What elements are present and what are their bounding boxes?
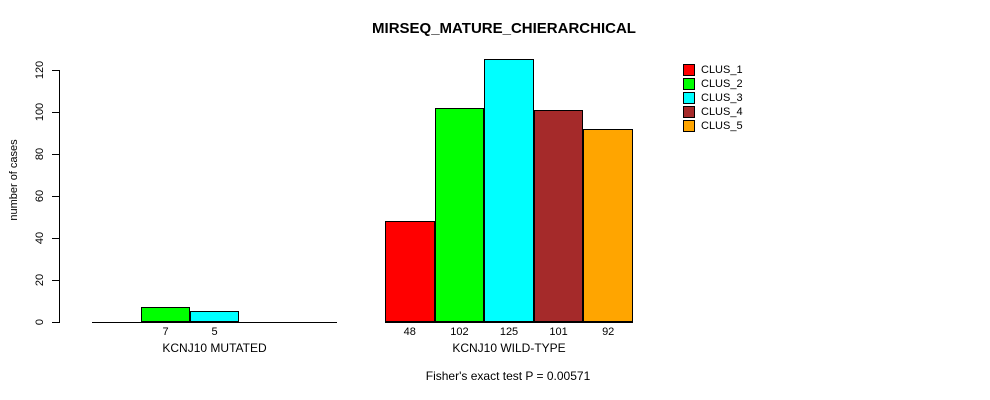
y-tick-label: 40 xyxy=(34,231,46,245)
legend-label: CLUS_2 xyxy=(701,77,743,90)
legend: CLUS_1 CLUS_2 CLUS_3 CLUS_4 CLUS_5 xyxy=(683,63,793,141)
legend-item: CLUS_1 xyxy=(683,63,743,76)
group-label: KCNJ10 MUTATED xyxy=(162,341,267,355)
bar-value-label: 48 xyxy=(403,326,416,338)
bar-clus_3 xyxy=(190,311,239,322)
y-tick-label: 80 xyxy=(34,147,46,161)
bar-clus_2 xyxy=(141,307,190,322)
bar-value-label: 92 xyxy=(602,326,615,338)
legend-label: CLUS_5 xyxy=(701,120,743,133)
group-label: KCNJ10 WILD-TYPE xyxy=(452,341,566,355)
y-tick xyxy=(52,238,59,239)
y-tick-label: 120 xyxy=(34,60,46,80)
x-axis-baseline xyxy=(92,322,337,323)
y-tick xyxy=(52,112,59,113)
y-tick xyxy=(52,322,59,323)
y-tick xyxy=(52,280,59,281)
y-tick xyxy=(52,70,59,71)
bar-value-label: 7 xyxy=(162,326,169,338)
bar-clus_1 xyxy=(385,221,435,322)
x-axis-baseline xyxy=(385,322,633,323)
legend-swatch-clus_4 xyxy=(683,106,695,119)
y-tick-label: 20 xyxy=(34,273,46,287)
bar-clus_3 xyxy=(484,59,534,322)
bar-value-label: 5 xyxy=(211,326,218,338)
legend-label: CLUS_3 xyxy=(701,91,743,104)
legend-item: CLUS_4 xyxy=(683,106,743,119)
y-tick xyxy=(52,154,59,155)
legend-item: CLUS_2 xyxy=(683,77,743,90)
footer-caption: Fisher's exact test P = 0.00571 xyxy=(425,369,591,383)
y-tick-label: 100 xyxy=(34,102,46,122)
legend-swatch-clus_1 xyxy=(683,63,695,76)
bar-value-label: 125 xyxy=(499,326,519,338)
y-tick-label: 60 xyxy=(34,189,46,203)
y-tick-label: 0 xyxy=(34,318,46,326)
legend-item: CLUS_3 xyxy=(683,91,743,104)
bar-clus_2 xyxy=(434,108,485,322)
legend-item: CLUS_5 xyxy=(683,120,743,133)
bar-clus_4 xyxy=(533,110,584,322)
legend-swatch-clus_5 xyxy=(683,120,695,133)
bar-value-label: 101 xyxy=(549,326,568,338)
y-tick xyxy=(52,196,59,197)
bar-value-label: 102 xyxy=(450,326,469,338)
legend-label: CLUS_1 xyxy=(701,63,743,76)
legend-label: CLUS_4 xyxy=(701,106,743,119)
y-axis-line xyxy=(59,70,60,323)
chart-title: MIRSEQ_MATURE_CHIERARCHICAL xyxy=(372,20,636,37)
bar-clus_5 xyxy=(583,129,633,322)
legend-swatch-clus_2 xyxy=(683,77,695,90)
y-axis-label: number of cases xyxy=(8,139,20,221)
legend-swatch-clus_3 xyxy=(683,91,695,104)
